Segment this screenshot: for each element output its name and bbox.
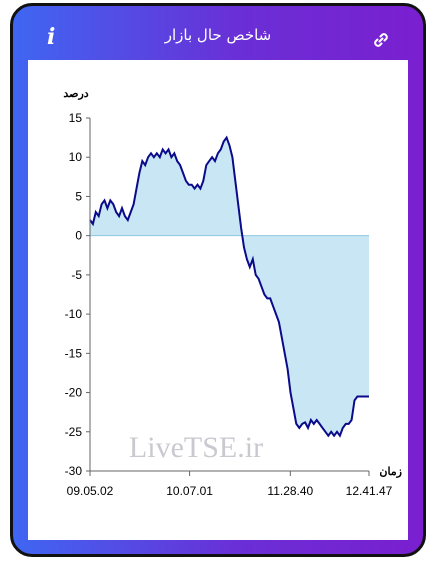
page-title: شاخص حال بازار <box>164 26 272 44</box>
area-fill <box>90 137 369 436</box>
x-tick-label: 12.41.47 <box>346 484 393 498</box>
y-tick-label: -30 <box>65 464 83 478</box>
x-axis-label: زمان <box>379 466 402 478</box>
link-icon[interactable] <box>371 30 391 50</box>
y-tick-label: 5 <box>75 189 82 203</box>
series-line <box>89 135 369 438</box>
y-tick-label: -20 <box>65 386 83 400</box>
x-tick-label: 09.05.02 <box>67 484 114 498</box>
y-axis-label: درصد <box>63 88 88 100</box>
info-icon[interactable]: i <box>47 24 56 50</box>
app-header: i شاخص حال بازار <box>13 6 423 64</box>
app-window: i شاخص حال بازار LiveTSE.ir 15 10 5 0 -5 -10 -… <box>10 3 426 557</box>
y-tick-label: -25 <box>65 425 83 439</box>
y-tick-label: -10 <box>65 307 83 321</box>
chart-card: LiveTSE.ir 15 10 5 0 -5 -10 -15 -20 -25 -30 09.05… <box>28 60 408 540</box>
x-tick-label: 10.07.01 <box>166 484 213 498</box>
y-tick-label: -15 <box>65 346 83 360</box>
y-tick-label: -5 <box>71 268 82 282</box>
y-tick-label: 15 <box>69 111 83 125</box>
market-index-chart: LiveTSE.ir 15 10 5 0 -5 -10 -15 -20 -25 -30 09.05… <box>63 88 402 498</box>
watermark: LiveTSE.ir <box>129 431 263 464</box>
y-tick-label: 10 <box>69 150 83 164</box>
x-tick-label: 11.28.40 <box>267 484 313 498</box>
y-tick-label: 0 <box>75 229 82 243</box>
